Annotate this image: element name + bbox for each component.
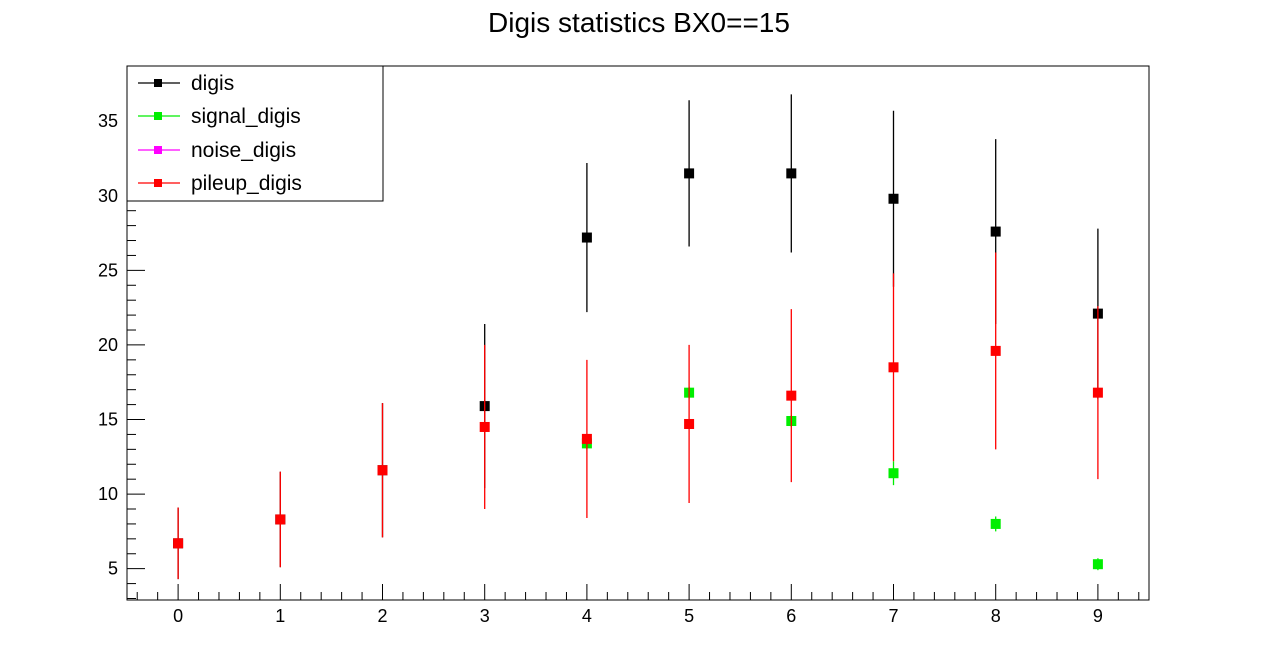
data-point-marker: [786, 168, 797, 179]
legend-entry-digis: digis: [138, 72, 234, 95]
x-tick-label: 1: [275, 606, 285, 626]
data-point-marker: [377, 465, 388, 476]
legend-marker: [154, 112, 162, 120]
x-tick-label: 8: [991, 606, 1001, 626]
data-point-marker: [888, 468, 899, 479]
data-point-marker: [1092, 559, 1103, 570]
legend-entry-pileup-digis: pileup_digis: [138, 172, 302, 195]
data-point-marker: [275, 514, 286, 525]
x-tick-label: 9: [1093, 606, 1103, 626]
x-tick-label: 2: [377, 606, 387, 626]
data-point-marker: [1092, 387, 1103, 398]
legend-entries: digis signal_digis noise_digis pileup_digis: [138, 72, 302, 195]
x-tick-label: 3: [480, 606, 490, 626]
data-point-marker: [684, 418, 695, 429]
data-point-marker: [173, 538, 184, 549]
x-tick-label: 6: [786, 606, 796, 626]
series-pileup-digis: [173, 252, 1103, 580]
y-tick-label: 30: [98, 186, 118, 206]
data-point-marker: [990, 345, 1001, 356]
y-tick-label: 15: [98, 410, 118, 430]
y-tick-label: 5: [108, 559, 118, 579]
legend-label: digis: [191, 72, 234, 95]
legend-marker: [154, 146, 162, 154]
legend-label: noise_digis: [191, 139, 296, 162]
y-tick-label: 10: [98, 484, 118, 504]
x-tick-labels: 0 1 2 3 4 5 6 7 8 9: [173, 606, 1103, 626]
legend-entry-signal-digis: signal_digis: [138, 105, 301, 128]
legend-box: [126, 65, 384, 202]
data-point-marker: [990, 518, 1001, 529]
legend-marker: [154, 179, 162, 187]
y-tick-label: 35: [98, 111, 118, 131]
x-tick-label: 0: [173, 606, 183, 626]
y-tick-labels: 5 10 15 20 25 30 35: [98, 111, 118, 578]
data-point-marker: [786, 390, 797, 401]
x-tick-label: 5: [684, 606, 694, 626]
data-point-marker: [684, 168, 695, 179]
data-point-marker: [581, 433, 592, 444]
legend-marker: [154, 79, 162, 87]
x-tick-label: 4: [582, 606, 592, 626]
data-point-marker: [888, 193, 899, 204]
legend-entry-noise-digis: noise_digis: [138, 139, 296, 162]
x-tick-label: 7: [888, 606, 898, 626]
y-tick-label: 25: [98, 260, 118, 280]
plot-frame: [126, 65, 1150, 601]
data-point-marker: [990, 226, 1001, 237]
series-layer: [173, 94, 1103, 580]
y-tick-label: 20: [98, 335, 118, 355]
data-point-marker: [581, 232, 592, 243]
chart-title: Digis statistics BX0==15: [488, 7, 790, 38]
legend-label: pileup_digis: [191, 172, 302, 195]
legend: digis signal_digis noise_digis pileup_digis: [126, 65, 384, 202]
data-point-marker: [888, 362, 899, 373]
legend-label: signal_digis: [191, 105, 301, 128]
data-point-marker: [479, 421, 490, 432]
